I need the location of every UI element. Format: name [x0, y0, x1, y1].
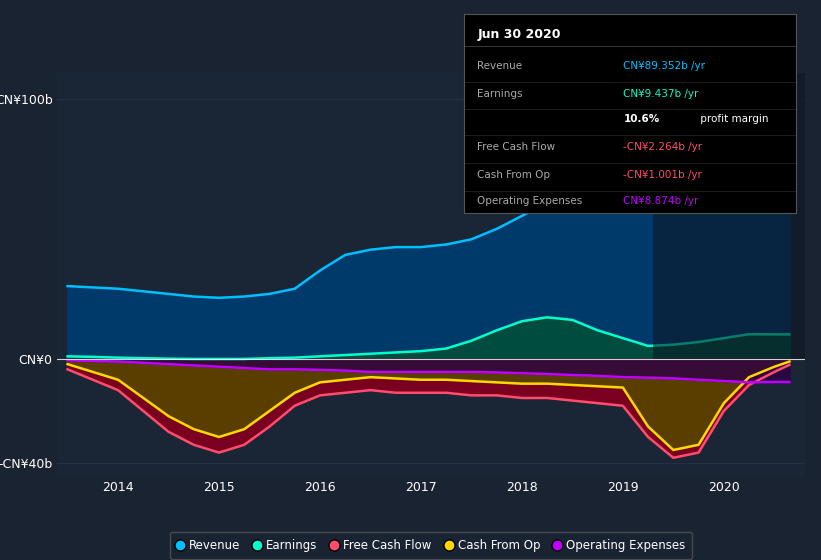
Text: CN¥8.874b /yr: CN¥8.874b /yr [623, 196, 699, 206]
Text: Free Cash Flow: Free Cash Flow [477, 142, 555, 152]
Text: profit margin: profit margin [696, 114, 768, 124]
Text: Cash From Op: Cash From Op [477, 170, 550, 180]
Text: CN¥9.437b /yr: CN¥9.437b /yr [623, 88, 699, 99]
Legend: Revenue, Earnings, Free Cash Flow, Cash From Op, Operating Expenses: Revenue, Earnings, Free Cash Flow, Cash … [170, 531, 692, 559]
Text: Jun 30 2020: Jun 30 2020 [477, 28, 561, 41]
Text: 10.6%: 10.6% [623, 114, 660, 124]
Text: Revenue: Revenue [477, 60, 522, 71]
Text: Earnings: Earnings [477, 88, 523, 99]
Text: -CN¥2.264b /yr: -CN¥2.264b /yr [623, 142, 703, 152]
Text: -CN¥1.001b /yr: -CN¥1.001b /yr [623, 170, 702, 180]
Text: Operating Expenses: Operating Expenses [477, 196, 582, 206]
Text: CN¥89.352b /yr: CN¥89.352b /yr [623, 60, 705, 71]
Bar [654, 73, 814, 359]
